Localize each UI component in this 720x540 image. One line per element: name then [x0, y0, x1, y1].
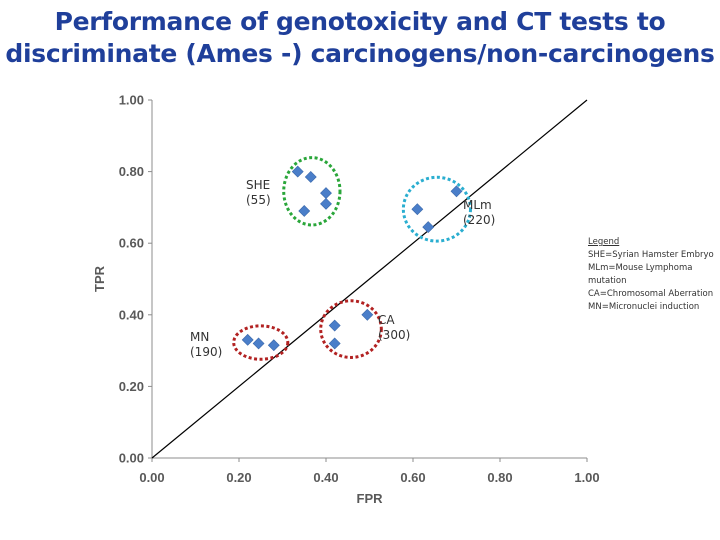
legend-entry-mn: MN=Micronuclei induction: [588, 302, 700, 312]
chart-title: Performance of genotoxicity and CT tests…: [0, 6, 720, 70]
cluster-label-mlm: MLm (220): [463, 198, 495, 228]
y-tick-label-5: 1.00: [119, 93, 144, 108]
legend-entry-she: SHE=Syrian Hamster Embryo: [588, 250, 714, 260]
x-tick-label-4: 0.80: [487, 470, 512, 485]
cluster-label-mn: MN (190): [190, 330, 222, 360]
y-tick-label-1: 0.20: [119, 379, 144, 394]
x-tick-label-0: 0.00: [139, 470, 164, 485]
data-point-mn-1: [252, 337, 265, 350]
data-point-mlm-2: [422, 221, 435, 234]
legend-entry-mlm: MLm=Mouse Lymphoma mutation: [588, 263, 693, 286]
data-point-she-3: [320, 197, 332, 210]
data-point-ca-1: [328, 319, 341, 332]
legend-entry-ca: CA=Chromosomal Aberration: [588, 289, 714, 299]
chart-legend: Legend SHE=Syrian Hamster Embryo MLm=Mou…: [588, 236, 718, 314]
cluster-label-ca: CA (300): [378, 313, 410, 343]
data-point-she-1: [304, 171, 317, 183]
chart-title-line-1: Performance of genotoxicity and CT tests…: [54, 7, 666, 36]
y-tick-label-2: 0.40: [119, 307, 144, 322]
cluster-label-mn-name: MN: [190, 330, 210, 344]
cluster-ellipse-ca: [319, 299, 383, 359]
data-point-she-2: [320, 187, 332, 200]
cluster-label-ca-name: CA: [378, 313, 395, 327]
data-point-mn-2: [267, 339, 280, 352]
cluster-label-mlm-name: MLm: [463, 198, 492, 212]
data-point-ca-0: [361, 308, 374, 321]
y-axis-label: TPR: [92, 265, 107, 292]
cluster-ellipse-she: [282, 156, 342, 227]
data-point-she-0: [291, 165, 304, 178]
x-tick-label-5: 1.00: [574, 470, 599, 485]
chart-title-line-2: discriminate (Ames -) carcinogens/non-ca…: [5, 39, 715, 68]
cluster-ellipse-mlm: [401, 175, 472, 243]
x-tick-label-2: 0.40: [313, 470, 338, 485]
cluster-label-mlm-count: (220): [463, 213, 496, 227]
cluster-label-ca-count: (300): [378, 328, 411, 342]
y-tick-label-4: 0.80: [119, 164, 144, 179]
cluster-ellipse-mn: [232, 324, 290, 361]
cluster-label-she-name: SHE: [246, 178, 271, 192]
x-tick-label-3: 0.60: [400, 470, 425, 485]
x-axis-label: FPR: [357, 491, 384, 506]
cluster-label-mn-count: (190): [190, 345, 223, 359]
y-tick-label-3: 0.60: [119, 236, 144, 251]
cluster-label-she: SHE (55): [246, 178, 271, 208]
data-point-mlm-0: [450, 185, 463, 198]
y-tick-label-0: 0.00: [119, 451, 144, 466]
data-point-mn-0: [241, 333, 254, 346]
legend-title: Legend: [588, 237, 620, 247]
reference-diagonal-line: [151, 99, 588, 459]
data-point-she-4: [298, 205, 311, 217]
data-point-mlm-1: [411, 203, 424, 216]
cluster-label-she-count: (55): [246, 193, 271, 207]
x-tick-label-1: 0.20: [226, 470, 251, 485]
data-point-ca-2: [328, 337, 341, 350]
